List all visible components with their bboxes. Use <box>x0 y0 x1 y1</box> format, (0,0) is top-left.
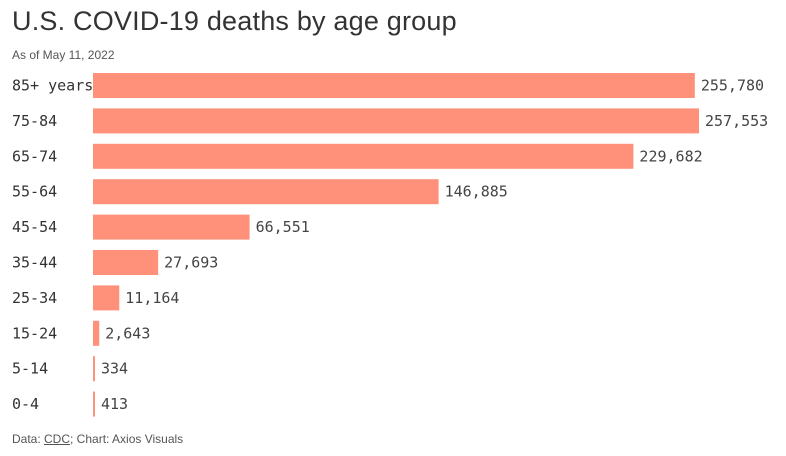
value-label: 257,553 <box>705 112 768 130</box>
value-label: 413 <box>101 395 128 413</box>
bar <box>93 214 250 240</box>
chart-title: U.S. COVID-19 deaths by age group <box>12 6 457 36</box>
footer-source-link[interactable]: CDC <box>44 432 71 446</box>
bar <box>93 73 695 98</box>
category-label: 45-54 <box>12 218 57 236</box>
value-label: 2,643 <box>105 324 150 342</box>
bar <box>93 250 159 275</box>
chart-subtitle: As of May 11, 2022 <box>12 48 115 62</box>
bar <box>93 391 95 417</box>
category-label: 65-74 <box>12 147 57 165</box>
category-label: 25-34 <box>12 289 57 307</box>
chart-footer: Data: CDC; Chart: Axios Visuals <box>12 432 183 446</box>
category-label: 55-64 <box>12 183 57 201</box>
category-label: 35-44 <box>12 254 57 272</box>
category-label: 75-84 <box>12 112 57 130</box>
value-label: 229,682 <box>639 147 702 165</box>
bar <box>93 179 439 205</box>
value-label: 255,780 <box>701 77 764 95</box>
bar <box>93 143 634 169</box>
value-label: 146,885 <box>445 183 508 201</box>
category-label: 5-14 <box>12 360 48 378</box>
value-label: 11,164 <box>125 289 179 307</box>
value-label: 66,551 <box>256 218 310 236</box>
category-label: 85+ years <box>12 77 93 95</box>
footer-prefix: Data: <box>12 432 45 446</box>
bar <box>93 285 120 311</box>
bar <box>93 320 100 346</box>
value-label: 334 <box>101 360 128 378</box>
value-label: 27,693 <box>164 254 218 272</box>
category-label: 0-4 <box>12 395 39 413</box>
bar <box>93 356 95 382</box>
footer-suffix: ; Chart: Axios Visuals <box>70 432 184 446</box>
category-label: 15-24 <box>12 324 57 342</box>
bar <box>93 108 699 134</box>
